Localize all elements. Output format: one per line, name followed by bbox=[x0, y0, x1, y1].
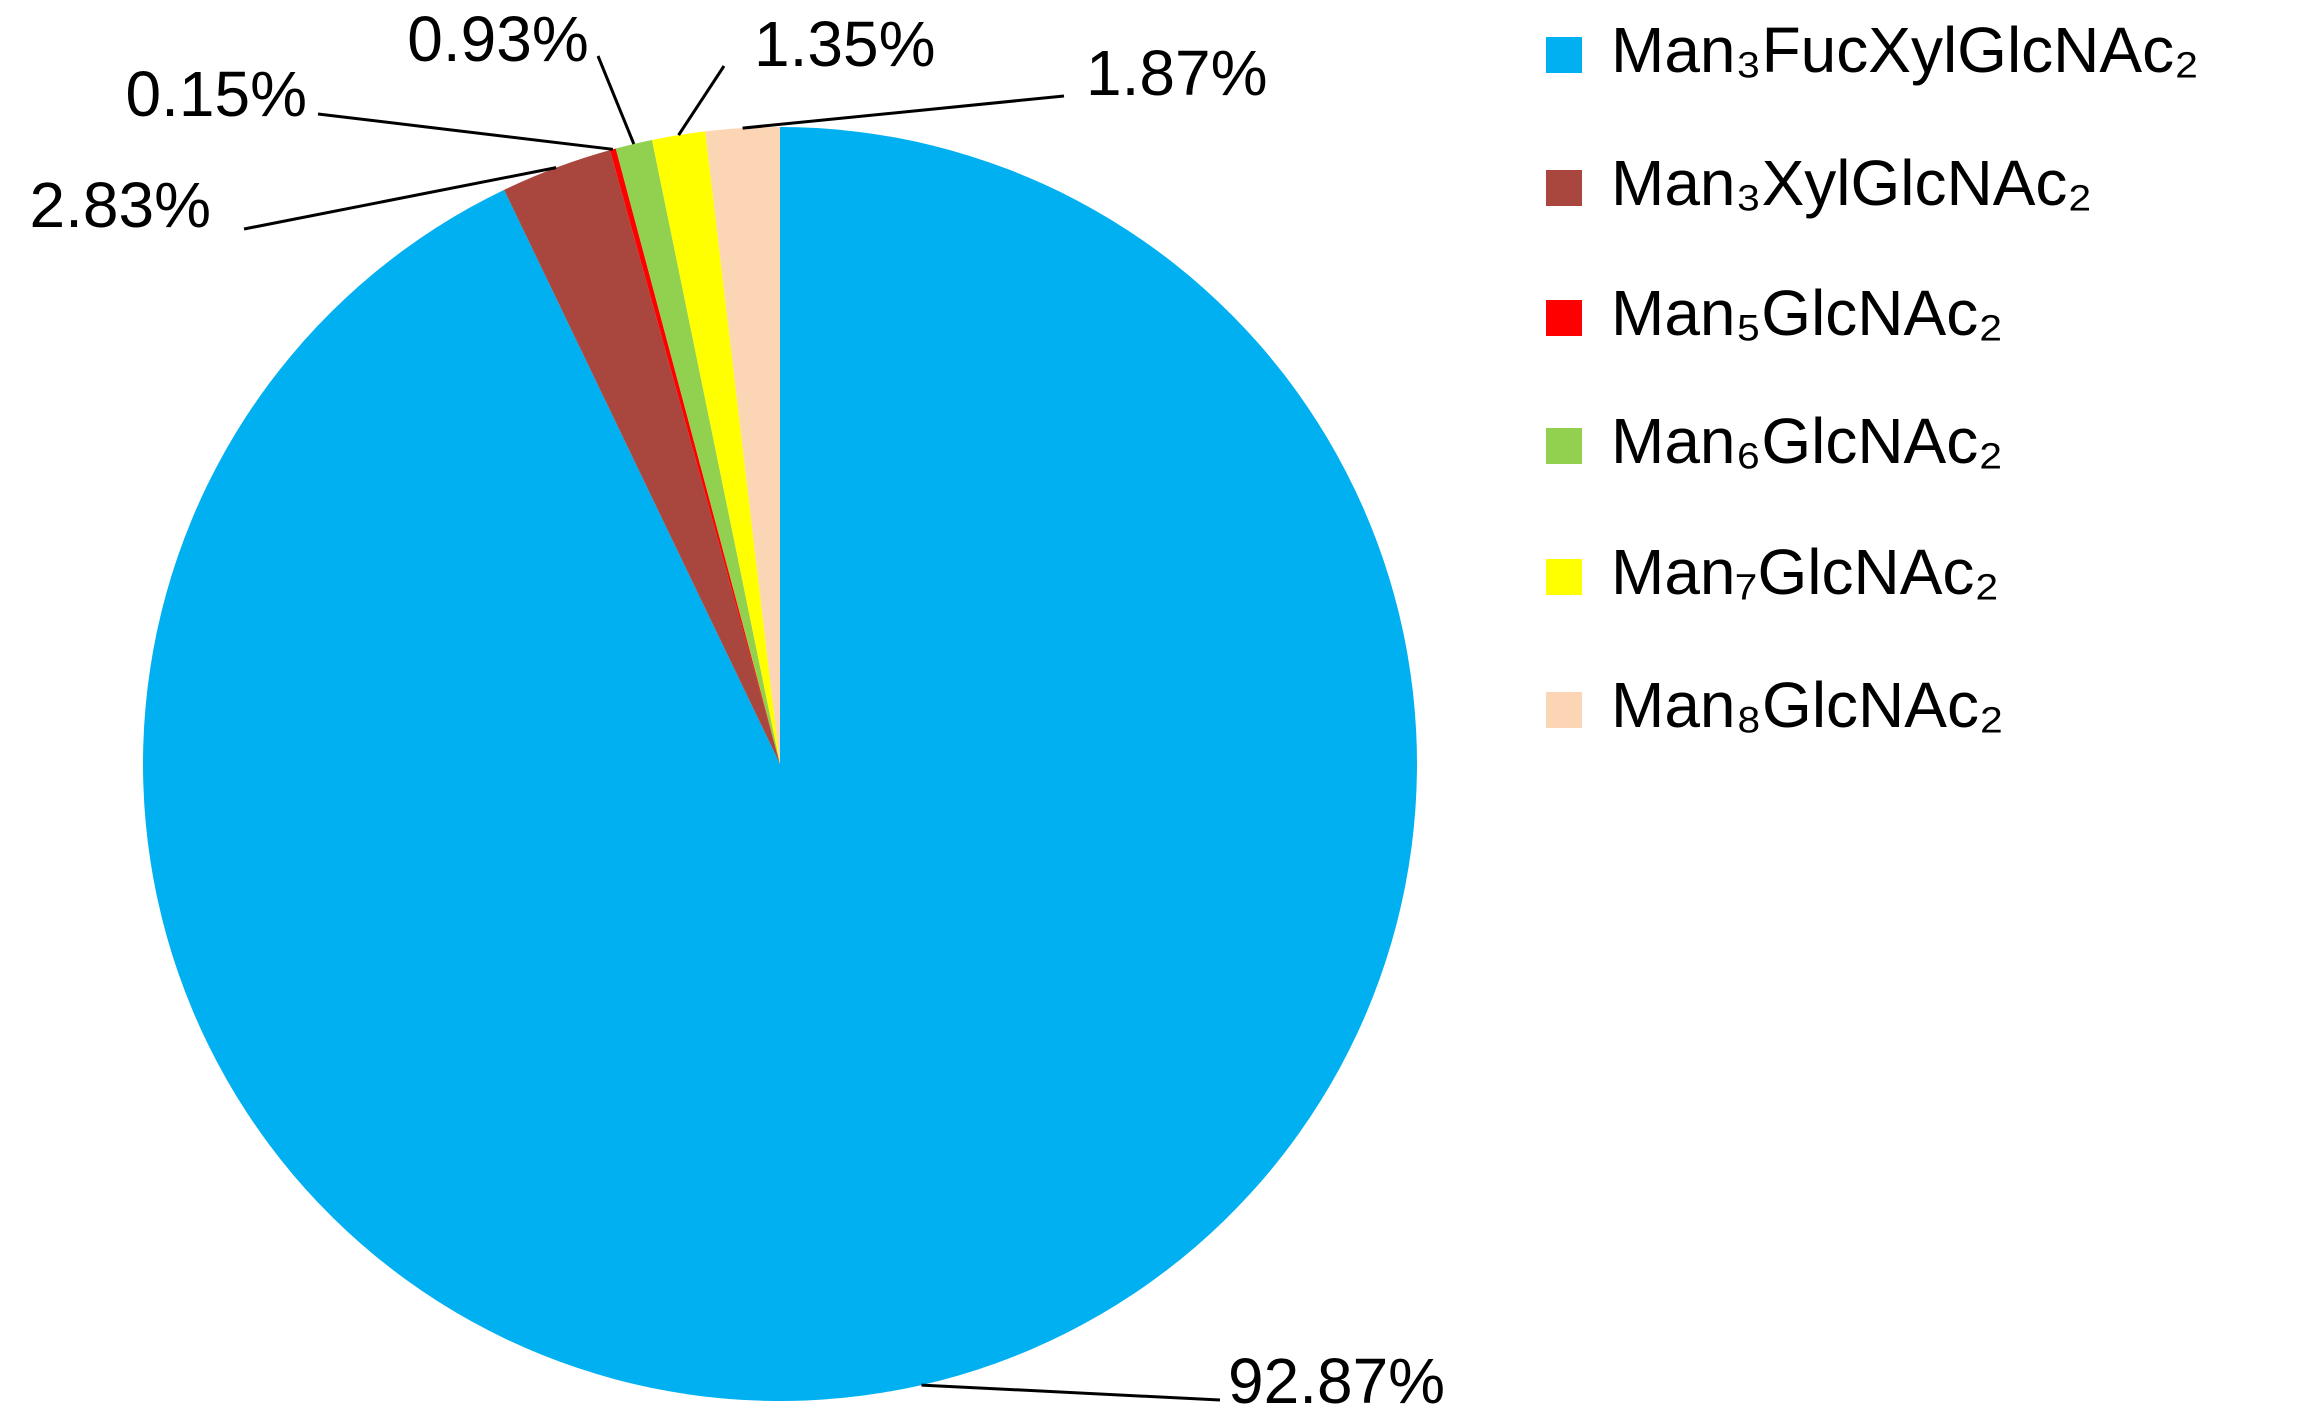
legend-label: Man₃XylGlcNAc₂ bbox=[1611, 147, 2092, 219]
legend-label: Man₃FucXylGlcNAc₂ bbox=[1611, 14, 2199, 86]
leader-line bbox=[742, 94, 1065, 130]
legend-label: Man₈GlcNAc₂ bbox=[1611, 669, 2004, 741]
data-label: 92.87% bbox=[1228, 1345, 1445, 1417]
pie-slice bbox=[609, 148, 780, 764]
data-label: 1.87% bbox=[1086, 37, 1267, 109]
leader-line bbox=[317, 112, 614, 151]
legend-swatch bbox=[1546, 692, 1582, 728]
legend-label: Man₇GlcNAc₂ bbox=[1611, 536, 1999, 608]
pie-slice bbox=[142, 127, 1417, 1402]
legend-swatch bbox=[1546, 170, 1582, 206]
pie-slice bbox=[504, 150, 780, 764]
data-label: 1.35% bbox=[754, 8, 935, 80]
legend-swatch bbox=[1546, 559, 1582, 595]
data-label: 2.83% bbox=[30, 169, 211, 241]
leader-line bbox=[921, 1383, 1221, 1402]
legend-swatch bbox=[1546, 428, 1582, 464]
legend-label: Man₅GlcNAc₂ bbox=[1611, 277, 2003, 349]
legend-swatch bbox=[1546, 37, 1582, 73]
pie-slice bbox=[705, 127, 780, 764]
leader-line bbox=[243, 166, 557, 231]
pie-slice bbox=[652, 131, 780, 764]
legend-label: Man₆GlcNAc₂ bbox=[1611, 405, 2003, 477]
pie-slice bbox=[615, 139, 780, 765]
legend-swatch bbox=[1546, 300, 1582, 336]
data-label: 0.93% bbox=[407, 3, 588, 75]
leader-line bbox=[677, 65, 726, 136]
leader-line bbox=[596, 55, 636, 145]
data-label: 0.15% bbox=[126, 58, 307, 130]
